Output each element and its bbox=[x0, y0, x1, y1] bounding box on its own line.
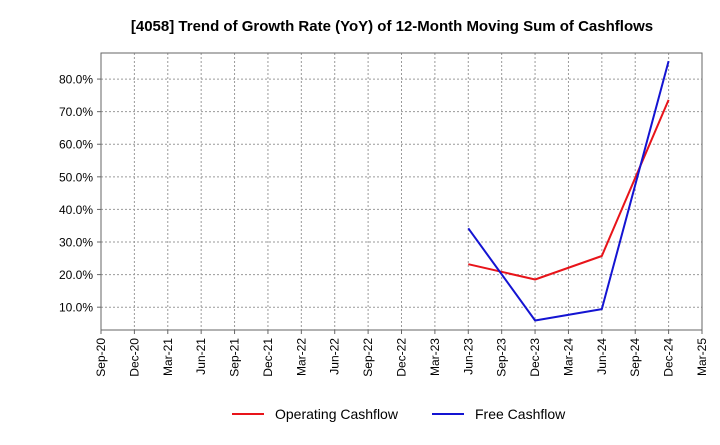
series-line-operating-cashflow bbox=[468, 99, 670, 281]
x-tick-label: Jun-22 bbox=[328, 338, 342, 375]
y-tick-label: 10.0% bbox=[59, 301, 93, 315]
x-tick-label: Sep-22 bbox=[361, 338, 375, 377]
grid-lines bbox=[101, 53, 702, 330]
x-tick-label: Dec-23 bbox=[528, 338, 542, 377]
legend-label: Operating Cashflow bbox=[275, 406, 399, 422]
chart-title: [4058] Trend of Growth Rate (YoY) of 12-… bbox=[131, 18, 653, 35]
y-tick-label: 40.0% bbox=[59, 203, 93, 217]
y-tick-label: 60.0% bbox=[59, 138, 93, 152]
x-tick-label: Jun-23 bbox=[461, 338, 475, 375]
x-tick-label: Mar-22 bbox=[294, 338, 308, 376]
x-tick-label: Mar-24 bbox=[561, 338, 575, 376]
legend-label: Free Cashflow bbox=[475, 406, 566, 422]
y-tick-label: 50.0% bbox=[59, 170, 93, 184]
x-tick-label: Dec-20 bbox=[127, 338, 141, 377]
x-tick-label: Mar-23 bbox=[428, 338, 442, 376]
y-axis-ticks: 10.0% 20.0% 30.0% 40.0% 50.0% 60.0% 70.0% 80.0% bbox=[59, 73, 101, 315]
legend: Operating Cashflow Free Cashflow bbox=[232, 406, 566, 422]
y-tick-label: 70.0% bbox=[59, 105, 93, 119]
y-tick-label: 80.0% bbox=[59, 73, 93, 87]
x-tick-label: Sep-20 bbox=[94, 338, 108, 377]
series-lines bbox=[467, 60, 670, 322]
x-tick-label: Sep-24 bbox=[628, 338, 642, 377]
y-tick-label: 20.0% bbox=[59, 268, 93, 282]
series-line-free-cashflow bbox=[467, 60, 670, 322]
x-tick-label: Jun-24 bbox=[595, 338, 609, 375]
x-tick-label: Mar-21 bbox=[161, 338, 175, 376]
x-tick-label: Sep-21 bbox=[228, 338, 242, 377]
x-tick-label: Jun-21 bbox=[194, 338, 208, 375]
x-tick-label: Dec-22 bbox=[395, 338, 409, 377]
x-axis-ticks: Sep-20 Dec-20 Mar-21 Jun-21 Sep-21 Dec-21 Mar-… bbox=[94, 330, 709, 377]
x-tick-label: Dec-21 bbox=[261, 338, 275, 377]
x-tick-label: Mar-25 bbox=[695, 338, 709, 376]
x-tick-label: Dec-24 bbox=[662, 338, 676, 377]
y-tick-label: 30.0% bbox=[59, 236, 93, 250]
x-tick-label: Sep-23 bbox=[495, 338, 509, 377]
